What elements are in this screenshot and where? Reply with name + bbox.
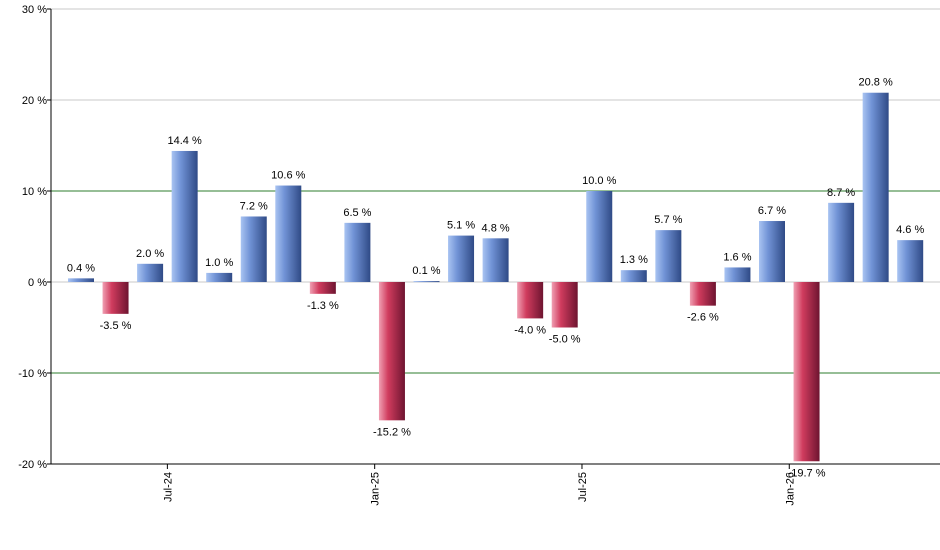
bar [759, 221, 785, 282]
data-label: 5.1 % [447, 220, 475, 232]
bar [413, 281, 440, 283]
data-label: -2.6 % [687, 312, 719, 324]
data-label: -3.5 % [100, 320, 132, 332]
y-tick-label: 0 % [28, 277, 47, 289]
data-label: 1.3 % [620, 254, 648, 266]
data-label: 1.0 % [205, 257, 233, 269]
data-label: -19.7 % [788, 467, 826, 479]
x-tick-label: Jan-25 [370, 472, 382, 506]
bar [551, 282, 578, 328]
data-label: -15.2 % [373, 426, 411, 438]
bar [793, 282, 820, 462]
bar [724, 267, 751, 282]
data-label: 10.0 % [582, 175, 616, 187]
y-tick-label: -10 % [18, 368, 47, 380]
bar [655, 230, 682, 282]
x-tick-label: Jul-25 [577, 472, 589, 502]
bar [275, 185, 302, 282]
bar [620, 270, 647, 282]
bar [828, 202, 855, 282]
data-label: 14.4 % [168, 135, 202, 147]
data-label: -1.3 % [307, 300, 339, 312]
bar [68, 278, 94, 282]
bar [448, 235, 475, 282]
bar [102, 282, 129, 314]
bar [897, 240, 924, 282]
data-label: 0.1 % [412, 265, 440, 277]
data-label: 20.8 % [859, 77, 893, 89]
bar [240, 216, 267, 282]
x-tick-label: Jan-26 [784, 472, 796, 506]
bars [68, 92, 924, 462]
data-label: 6.7 % [758, 205, 786, 217]
bar [586, 191, 613, 282]
bar [206, 272, 233, 282]
data-label: 10.6 % [271, 170, 305, 182]
data-label: 0.4 % [67, 262, 95, 274]
y-tick-label: 20 % [22, 95, 47, 107]
data-label: 5.7 % [654, 214, 682, 226]
bar [344, 222, 371, 282]
y-tick-label: -20 % [18, 459, 47, 471]
data-label: 4.8 % [482, 222, 510, 234]
data-label: 6.5 % [343, 207, 371, 219]
bar [862, 92, 889, 282]
data-label: -5.0 % [549, 334, 581, 346]
data-label: 2.0 % [136, 248, 164, 260]
data-label: 1.6 % [723, 251, 751, 263]
data-label: 8.7 % [827, 187, 855, 199]
data-label: -4.0 % [514, 324, 546, 336]
axes: 30 % 20 % 10 % 0 % -10 % -20 % Jul-24 Jan-25 Jul… [18, 4, 940, 506]
data-label: 7.2 % [240, 200, 268, 212]
data-label: 4.6 % [896, 224, 924, 236]
bar [378, 282, 405, 421]
bar [482, 238, 509, 282]
bar [517, 282, 544, 319]
y-tick-label: 30 % [22, 4, 47, 16]
bar [137, 263, 164, 282]
bar [171, 150, 198, 282]
data-labels: 0.4 % -3.5 % 2.0 % 14.4 % 1.0 % 7.2 % 10.6 % -1… [67, 77, 925, 480]
y-tick-label: 10 % [22, 186, 47, 198]
bar [689, 282, 716, 306]
bar [309, 282, 336, 294]
x-tick-label: Jul-24 [162, 472, 174, 502]
